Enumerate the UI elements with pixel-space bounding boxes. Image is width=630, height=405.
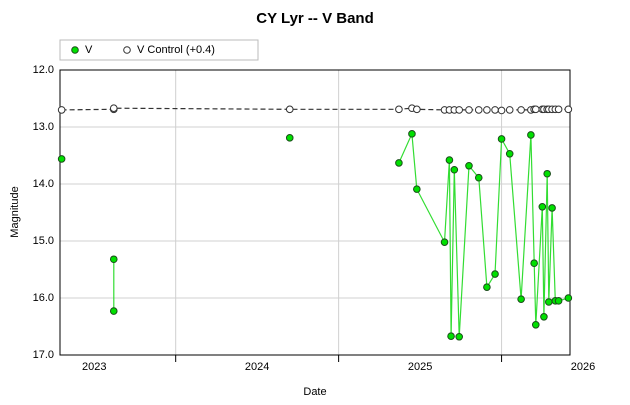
- y-tick-label: 12.0: [33, 64, 54, 76]
- series-line: [113, 131, 569, 337]
- data-point: [540, 313, 548, 321]
- y-tick-label: 13.0: [33, 121, 54, 133]
- data-point: [109, 255, 118, 264]
- data-point: [408, 130, 416, 138]
- y-tick-label: 17.0: [33, 349, 54, 361]
- data-point: [505, 149, 514, 158]
- data-point: [285, 105, 294, 114]
- data-point: [57, 155, 66, 163]
- plot-frame: [59, 69, 571, 356]
- data-point: [548, 204, 556, 212]
- data-point: [483, 106, 491, 114]
- data-point: [564, 105, 573, 114]
- data-point: [413, 185, 421, 193]
- data-point: [109, 104, 118, 112]
- x-tick-label: 2026: [571, 361, 595, 373]
- data-point: [543, 169, 551, 178]
- data-point: [440, 238, 449, 246]
- x-tick-label: 2023: [82, 361, 106, 373]
- data-point: [465, 161, 473, 170]
- data-point: [564, 294, 573, 302]
- data-point: [474, 106, 483, 114]
- data-point: [445, 156, 454, 164]
- data-point: [474, 173, 483, 182]
- data-point: [531, 105, 540, 114]
- x-tick-label: 2025: [408, 361, 432, 373]
- data-point: [455, 332, 464, 341]
- data-point: [505, 106, 514, 114]
- legend-marker: [123, 46, 131, 54]
- data-point: [530, 259, 538, 268]
- data-point: [497, 106, 506, 115]
- y-tick-label: 15.0: [33, 235, 54, 247]
- data-point: [497, 135, 506, 143]
- data-point: [57, 106, 66, 114]
- data-point: [491, 270, 499, 278]
- legend-box: [59, 39, 259, 61]
- data-point: [395, 105, 403, 114]
- x-tick-label: 2024: [245, 361, 269, 373]
- chart-title: CY Lyr -- V Band: [256, 10, 374, 27]
- data-point: [447, 332, 455, 340]
- legend-label: V: [85, 44, 93, 56]
- data-point: [450, 165, 459, 174]
- y-axis-label: Magnitude: [9, 186, 21, 237]
- data-point: [109, 307, 118, 315]
- data-point: [527, 131, 535, 139]
- legend-marker: [71, 46, 79, 54]
- data-point: [491, 106, 499, 114]
- data-point: [531, 320, 540, 329]
- data-point: [413, 105, 421, 114]
- data-point: [545, 298, 553, 306]
- data-point: [517, 106, 525, 114]
- x-axis-label: Date: [303, 386, 326, 398]
- data-point: [285, 134, 294, 142]
- data-point: [395, 159, 403, 167]
- legend-label: V Control (+0.4): [137, 44, 215, 56]
- data-point: [538, 203, 547, 211]
- data-point: [517, 295, 525, 303]
- data-point: [455, 106, 464, 114]
- y-tick-label: 16.0: [33, 292, 54, 304]
- data-point: [554, 105, 563, 114]
- data-point: [554, 297, 563, 305]
- data-point: [483, 283, 491, 291]
- data-point: [465, 106, 473, 114]
- y-tick-label: 14.0: [33, 178, 54, 190]
